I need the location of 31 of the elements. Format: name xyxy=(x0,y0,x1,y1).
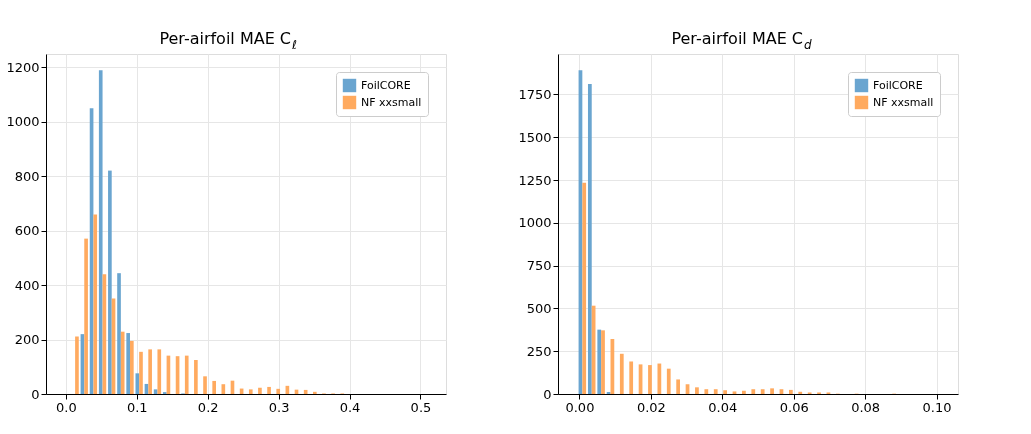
y-tick-label: 1750 xyxy=(518,86,552,102)
x-tick-label: 0.08 xyxy=(851,399,881,415)
x-tick-label: 0.5 xyxy=(410,399,432,415)
y-tick-label: 500 xyxy=(526,300,552,316)
x-tick-label: 0.0 xyxy=(56,399,77,415)
y-tick-label: 750 xyxy=(526,258,552,274)
y-tick-label: 1200 xyxy=(6,59,40,75)
y-tick-label: 0 xyxy=(543,386,552,402)
x-tick-label: 0.06 xyxy=(779,399,809,415)
legend-label: NF xxsmall xyxy=(361,95,422,109)
y-tick-label: 800 xyxy=(14,168,40,184)
x-tick-label: 0.00 xyxy=(565,399,595,415)
y-tick-label: 600 xyxy=(14,223,40,239)
x-tick-label: 0.2 xyxy=(197,399,219,415)
y-tick-label: 250 xyxy=(526,343,552,359)
y-tick-label: 1000 xyxy=(6,114,40,130)
x-tick-label: 0.02 xyxy=(636,399,666,415)
x-tick-label: 0.3 xyxy=(268,399,290,415)
y-tick-label: 0 xyxy=(31,386,40,402)
y-tick-label: 200 xyxy=(14,332,40,348)
x-tick-label: 0.04 xyxy=(708,399,738,415)
legend-label: FoilCORE xyxy=(873,78,923,92)
y-tick-label: 1500 xyxy=(518,129,552,145)
x-tick-label: 0.1 xyxy=(126,399,148,415)
legend-label: FoilCORE xyxy=(361,78,411,92)
x-tick-label: 0.4 xyxy=(339,399,361,415)
y-tick-label: 1000 xyxy=(518,215,552,231)
y-tick-label: 400 xyxy=(14,277,40,293)
x-tick-label: 0.10 xyxy=(922,399,952,415)
legend-label: NF xxsmall xyxy=(873,95,934,109)
y-tick-label: 1250 xyxy=(518,172,552,188)
